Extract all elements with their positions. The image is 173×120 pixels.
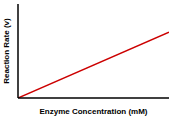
svg-text:Reaction Rate (v): Reaction Rate (v) [8,18,11,84]
svg-text:Enzyme Concentration (mM): Enzyme Concentration (mM) [39,107,147,116]
